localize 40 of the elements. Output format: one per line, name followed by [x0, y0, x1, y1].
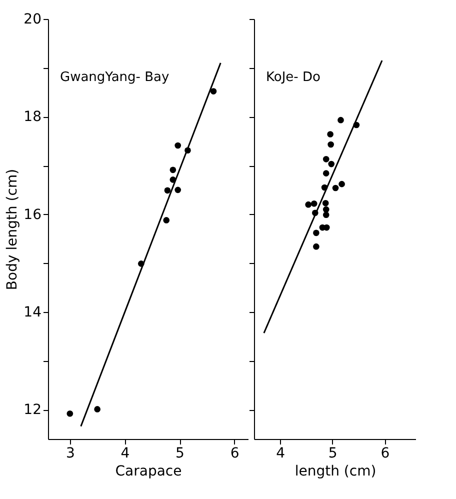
annotation: GwangYang- Bay [60, 70, 170, 85]
x-tick-label: 4 [120, 446, 130, 462]
x-tick-label: 4 [276, 446, 286, 462]
point [94, 406, 100, 412]
point [322, 200, 329, 206]
x-tick-label: 5 [328, 446, 338, 462]
point [328, 160, 335, 168]
annotation: KoJe- Do [266, 70, 320, 85]
point [174, 142, 182, 149]
point [163, 217, 170, 224]
point [327, 131, 334, 138]
point [322, 170, 330, 176]
x-tick-label: 5 [176, 446, 184, 462]
point [164, 187, 171, 194]
y-tick-label: 20 [24, 12, 42, 28]
point [310, 200, 318, 207]
y-axis-title: Body length (cm) [4, 168, 21, 290]
point [313, 243, 320, 250]
x-tick-label: 3 [66, 446, 75, 462]
x-tick-label: 6 [230, 446, 240, 462]
point [338, 116, 344, 124]
y-tick-label: 16 [24, 206, 42, 223]
point [328, 141, 334, 148]
point [210, 88, 217, 94]
point [332, 184, 339, 192]
point [174, 186, 182, 194]
point [322, 206, 330, 213]
point [66, 410, 74, 417]
x-axis-title: length (cm) [294, 464, 376, 480]
point [322, 156, 330, 162]
point [322, 212, 330, 218]
point [305, 201, 312, 208]
y-tick-label: 18 [24, 109, 42, 126]
point [170, 166, 176, 174]
x-tick-label: 6 [380, 446, 390, 462]
y-tick-label: 12 [24, 402, 42, 418]
point [338, 180, 345, 188]
point [313, 230, 320, 236]
x-axis-title: Carapace [115, 464, 182, 480]
y-tick-label: 14 [24, 304, 42, 321]
